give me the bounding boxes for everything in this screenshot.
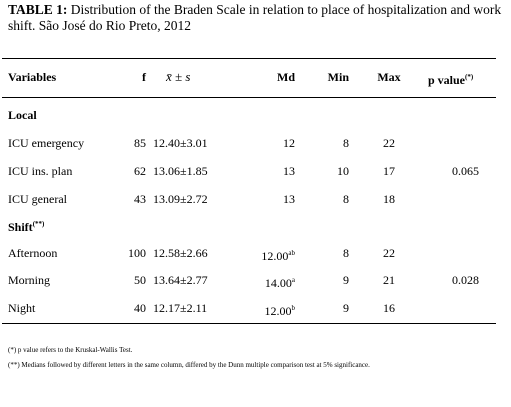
cell-max: 22 — [383, 136, 395, 150]
section-sup: (**) — [32, 220, 45, 228]
row-label: ICU emergency — [8, 136, 85, 150]
cell-f: 62 — [134, 164, 146, 178]
cell-max: 17 — [383, 164, 395, 178]
md-value: 13 — [283, 192, 295, 206]
header-cell: x̄ ± s — [166, 69, 191, 84]
cell-min: 9 — [343, 301, 349, 315]
footnote: (**) Medians followed by different lette… — [8, 361, 370, 369]
cell-f: 43 — [134, 192, 146, 206]
header-cell: Md — [277, 70, 295, 84]
cell-md: 14.00a — [265, 273, 295, 290]
rule — [2, 97, 496, 98]
cell-max: 21 — [383, 273, 395, 287]
cell-md: 13 — [283, 164, 295, 178]
cell-mean: 13.06±1.85 — [153, 164, 208, 178]
section-text: Local — [8, 108, 37, 122]
md-value: 13 — [283, 164, 295, 178]
rule — [2, 323, 496, 324]
cell-md: 12.00ab — [261, 246, 295, 263]
cell-mean: 13.09±2.72 — [153, 192, 208, 206]
md-value: 12.00 — [264, 304, 292, 318]
cell-f: 40 — [134, 301, 146, 315]
cell-mean: 12.17±2.11 — [153, 301, 208, 315]
header-p-sup: (*) — [465, 73, 474, 81]
header-cell: f — [142, 70, 146, 84]
row-label: Afternoon — [8, 246, 58, 260]
cell-min: 10 — [337, 164, 349, 178]
header-cell: Variables — [8, 70, 57, 84]
cell-md: 12.00b — [265, 301, 296, 318]
cell-mean: 13.64±2.77 — [153, 273, 208, 287]
cell-f: 50 — [134, 273, 146, 287]
section-label: Local — [8, 108, 37, 122]
section-label: Shift(**) — [8, 217, 44, 234]
cell-mean: 12.58±2.66 — [153, 246, 208, 260]
title-text: Distribution of the Braden Scale in rela… — [8, 2, 502, 33]
row-label: ICU ins. plan — [8, 164, 73, 178]
header-cell: p value(*) — [428, 70, 473, 87]
cell-min: 8 — [343, 136, 349, 150]
header-p: p value — [428, 73, 466, 87]
md-sup: ab — [288, 249, 295, 257]
row-label: Night — [8, 301, 36, 315]
rule — [2, 58, 496, 59]
md-sup: a — [291, 276, 295, 284]
cell-p: 0.065 — [452, 164, 479, 178]
cell-max: 18 — [383, 192, 395, 206]
cell-p: 0.028 — [452, 273, 479, 287]
row-label: ICU general — [8, 192, 67, 206]
md-value: 12.00 — [261, 249, 289, 263]
cell-f: 85 — [134, 136, 146, 150]
cell-md: 12 — [283, 136, 295, 150]
table-title: TABLE 1: Distribution of the Braden Scal… — [8, 2, 503, 34]
section-text: Shift — [8, 220, 33, 234]
footnote: (*) p value refers to the Kruskal-Wallis… — [8, 346, 133, 354]
title-label: TABLE 1: — [8, 2, 68, 17]
cell-min: 8 — [343, 192, 349, 206]
cell-min: 9 — [343, 273, 349, 287]
cell-max: 16 — [383, 301, 395, 315]
md-value: 14.00 — [264, 276, 292, 290]
md-value: 12 — [283, 136, 295, 150]
header-cell: Max — [377, 70, 401, 84]
cell-max: 22 — [383, 246, 395, 260]
cell-mean: 12.40±3.01 — [153, 136, 208, 150]
cell-f: 100 — [128, 246, 146, 260]
cell-min: 8 — [343, 246, 349, 260]
md-sup: b — [291, 304, 296, 312]
row-label: Morning — [8, 273, 50, 287]
cell-md: 13 — [283, 192, 295, 206]
header-cell: Min — [327, 70, 349, 84]
